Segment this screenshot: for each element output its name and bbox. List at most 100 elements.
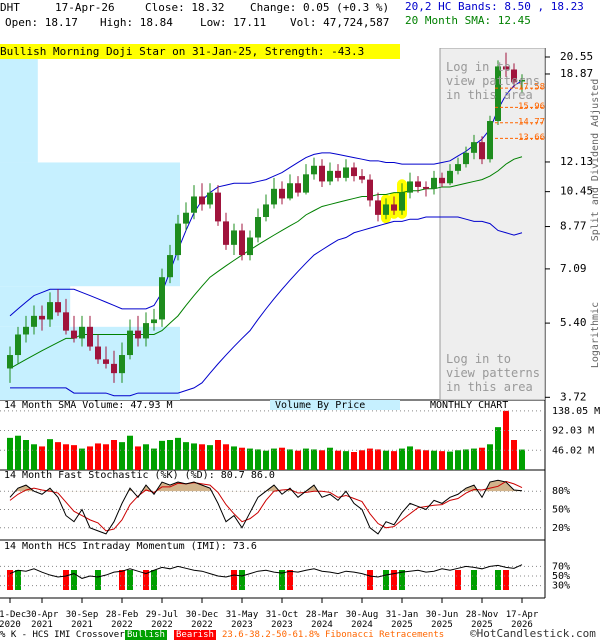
candle-body xyxy=(135,330,141,339)
y-tick-label: 7.09 xyxy=(560,262,587,275)
volume-bar xyxy=(223,444,229,470)
candle-body xyxy=(111,363,117,374)
volume-bar xyxy=(71,445,77,470)
candle-body xyxy=(239,230,245,256)
candle-body xyxy=(255,217,261,238)
candle-body xyxy=(247,237,253,256)
x-tick-label: 31-Oct 2023 xyxy=(265,610,299,630)
candle-body xyxy=(303,174,309,193)
y-tick-label: 20% xyxy=(552,523,570,534)
candle-body xyxy=(311,165,317,175)
candle-body xyxy=(335,170,341,178)
volume-bar xyxy=(47,439,53,470)
volume-bar xyxy=(431,450,437,470)
overbought-fill xyxy=(10,480,522,492)
imi-line xyxy=(9,564,523,579)
candle-body xyxy=(407,181,413,193)
watermark: Log in to view patterns in this area xyxy=(446,60,540,102)
crossover-signal xyxy=(7,570,13,590)
y-tick-label: 18.87 xyxy=(560,67,593,80)
crossover-signal xyxy=(239,570,245,590)
candle-body xyxy=(79,326,85,339)
volume-bar xyxy=(79,448,85,470)
volume-bar xyxy=(247,448,253,470)
candle-body xyxy=(263,204,269,218)
y-tick-label: 138.05 M xyxy=(552,406,600,417)
panel-title: 14 Month SMA Volume: 47.93 M xyxy=(4,400,173,411)
volume-bar xyxy=(215,440,221,470)
candle-body xyxy=(463,152,469,165)
candle-body xyxy=(431,177,437,189)
candle-body xyxy=(351,167,357,177)
candle-body xyxy=(215,192,221,222)
volume-bar xyxy=(207,445,213,470)
candle-body xyxy=(143,323,149,339)
volume-bar xyxy=(487,444,493,470)
x-tick-label: 28-Feb 2022 xyxy=(105,610,139,630)
volume-bar xyxy=(183,442,189,470)
volume-bar xyxy=(143,444,149,470)
volume-bar xyxy=(407,446,413,470)
volume-bar xyxy=(255,449,261,470)
y-tick-label: 10.45 xyxy=(560,185,593,198)
volume-bar xyxy=(327,447,333,470)
volume-bar xyxy=(55,442,61,470)
candle-body xyxy=(199,196,205,205)
volume-bar xyxy=(383,450,389,470)
volume-bar xyxy=(343,451,349,470)
fibonacci-label: 15.96 xyxy=(518,102,545,112)
open: Open: 18.17 xyxy=(5,16,78,29)
bullish-key: Bullish xyxy=(125,630,167,640)
volume-bar xyxy=(335,450,341,470)
x-tick-label: 30-Jun 2025 xyxy=(425,610,459,630)
volume-bar xyxy=(471,448,477,470)
panel-title: 14 Month HCS Intraday Momentum (IMI): 73… xyxy=(4,541,257,552)
panel-title: 14 Month Fast Stochastic (%K) (%D): 80.7… xyxy=(4,470,275,481)
volume-bar xyxy=(87,446,93,470)
candle-body xyxy=(279,188,285,199)
candle-body xyxy=(511,69,517,83)
crossover-signal xyxy=(63,570,69,590)
volume-bar xyxy=(519,449,525,470)
date: 17-Apr-26 xyxy=(55,1,115,14)
footer-legend: % K - HCS IMI Crossover, xyxy=(0,630,131,640)
candle-body xyxy=(207,192,213,205)
watermark: Log in to view patterns in this area xyxy=(446,352,540,394)
volume-bar xyxy=(167,440,173,470)
volume-by-price-bar xyxy=(0,56,38,163)
candle-body xyxy=(415,181,421,187)
candle-body xyxy=(167,255,173,278)
volume-bar xyxy=(95,443,101,470)
crossover-signal xyxy=(279,570,285,590)
crossover-signal xyxy=(95,570,101,590)
volume-bar xyxy=(463,449,469,470)
volume-bar xyxy=(239,447,245,470)
candle-body xyxy=(55,302,61,313)
y-tick-label: 8.77 xyxy=(560,220,587,233)
candle-body xyxy=(471,142,477,153)
volume-by-price-bar xyxy=(0,162,180,287)
x-tick-label: 28-Nov 2025 xyxy=(465,610,499,630)
volume-bar xyxy=(279,447,285,470)
upper-band-line xyxy=(9,80,523,317)
x-tick-label: 17-Apr 2026 xyxy=(505,610,539,630)
volume-bar xyxy=(439,451,445,470)
candle-body xyxy=(271,188,277,205)
crossover-signal xyxy=(143,570,149,590)
y-tick-label: 80% xyxy=(552,486,570,497)
volume-bar xyxy=(311,449,317,470)
candle-body xyxy=(423,186,429,189)
volume-bar xyxy=(63,444,69,470)
volume-bar xyxy=(375,449,381,470)
volume-bar xyxy=(175,437,181,470)
crossover-signal xyxy=(399,570,405,590)
volume-bar xyxy=(351,452,357,470)
volume-bar xyxy=(367,448,373,470)
candle-body xyxy=(15,334,21,356)
fibonacci-label: 14.77 xyxy=(518,117,545,127)
candle-body xyxy=(223,221,229,245)
candle-body xyxy=(87,326,93,347)
x-tick-label: 30-Sep 2021 xyxy=(65,610,99,630)
